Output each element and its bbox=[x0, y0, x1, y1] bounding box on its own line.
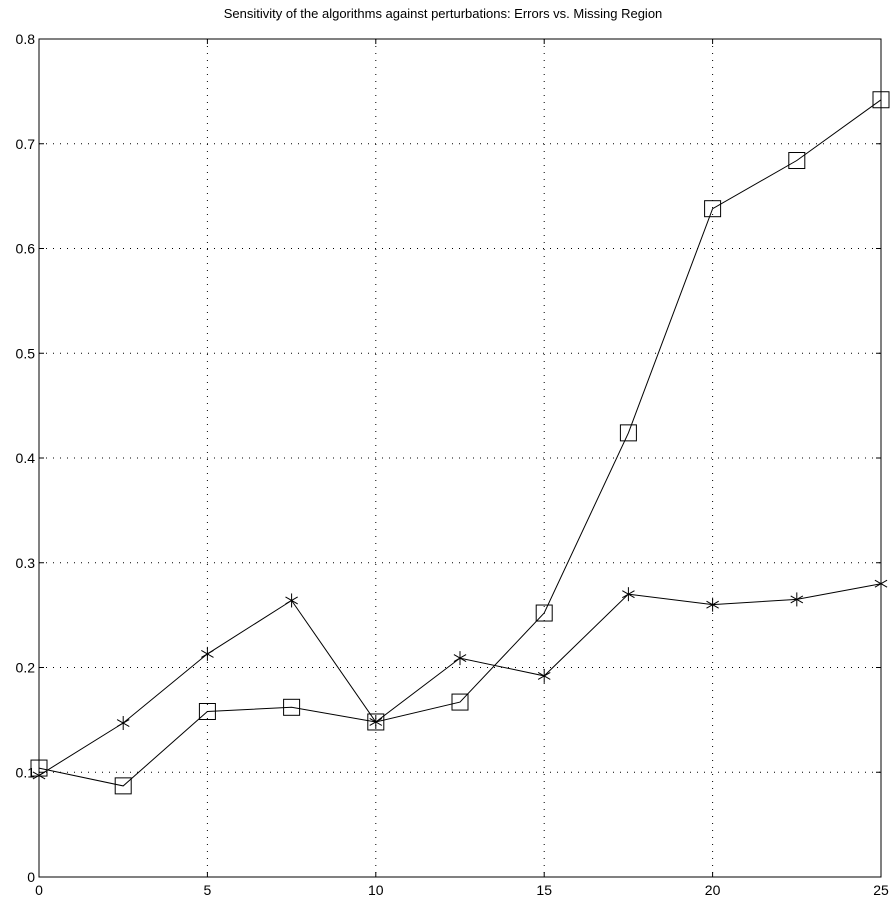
y-tick-label: 0.8 bbox=[16, 31, 36, 47]
data-point-square bbox=[283, 698, 301, 716]
data-point-square bbox=[788, 152, 806, 170]
y-tick-label: 0.4 bbox=[16, 450, 36, 466]
y-tick-label: 0.1 bbox=[16, 764, 36, 780]
series-layer bbox=[30, 91, 890, 795]
y-tick-label: 0.5 bbox=[16, 345, 36, 361]
series-1 bbox=[30, 91, 890, 795]
data-point-square bbox=[367, 713, 385, 731]
data-point-square bbox=[535, 604, 553, 622]
series-line bbox=[38, 583, 882, 776]
y-tick-label: 0 bbox=[27, 869, 35, 885]
tick-layer: 0 5 10 15 20 25 0 0.1 0.2 0.3 0.4 0.5 0.6 0.7 0.8 bbox=[16, 31, 889, 898]
data-point-square bbox=[114, 777, 132, 795]
data-point-asterisk bbox=[537, 668, 551, 683]
x-tick-label: 5 bbox=[204, 882, 212, 898]
x-tick-label: 0 bbox=[35, 882, 43, 898]
chart-title: Sensitivity of the algorithms against pe… bbox=[224, 6, 663, 21]
data-point-square bbox=[451, 693, 469, 711]
y-tick-label: 0.7 bbox=[16, 136, 36, 152]
data-point-square bbox=[619, 424, 637, 442]
series-2 bbox=[32, 576, 888, 783]
x-tick-label: 20 bbox=[705, 882, 721, 898]
data-point-square bbox=[198, 702, 216, 720]
series-line bbox=[38, 99, 882, 787]
data-point-asterisk bbox=[453, 651, 467, 666]
y-tick-label: 0.2 bbox=[16, 660, 36, 676]
data-point-square bbox=[872, 91, 890, 109]
y-tick-label: 0.3 bbox=[16, 555, 36, 571]
data-point-asterisk bbox=[790, 592, 804, 607]
data-point-asterisk bbox=[285, 593, 298, 608]
x-tick-label: 25 bbox=[873, 882, 889, 898]
data-point-asterisk bbox=[622, 587, 635, 602]
grid-layer bbox=[39, 39, 881, 877]
x-tick-label: 15 bbox=[536, 882, 552, 898]
x-tick-label: 10 bbox=[368, 882, 384, 898]
data-point-asterisk bbox=[874, 576, 888, 591]
data-point-asterisk bbox=[201, 646, 214, 661]
data-point-asterisk bbox=[32, 768, 46, 783]
data-point-square bbox=[704, 200, 722, 218]
data-point-asterisk bbox=[706, 597, 719, 612]
data-point-asterisk bbox=[369, 714, 383, 729]
y-tick-label: 0.6 bbox=[16, 241, 36, 257]
data-point-asterisk bbox=[116, 716, 130, 731]
